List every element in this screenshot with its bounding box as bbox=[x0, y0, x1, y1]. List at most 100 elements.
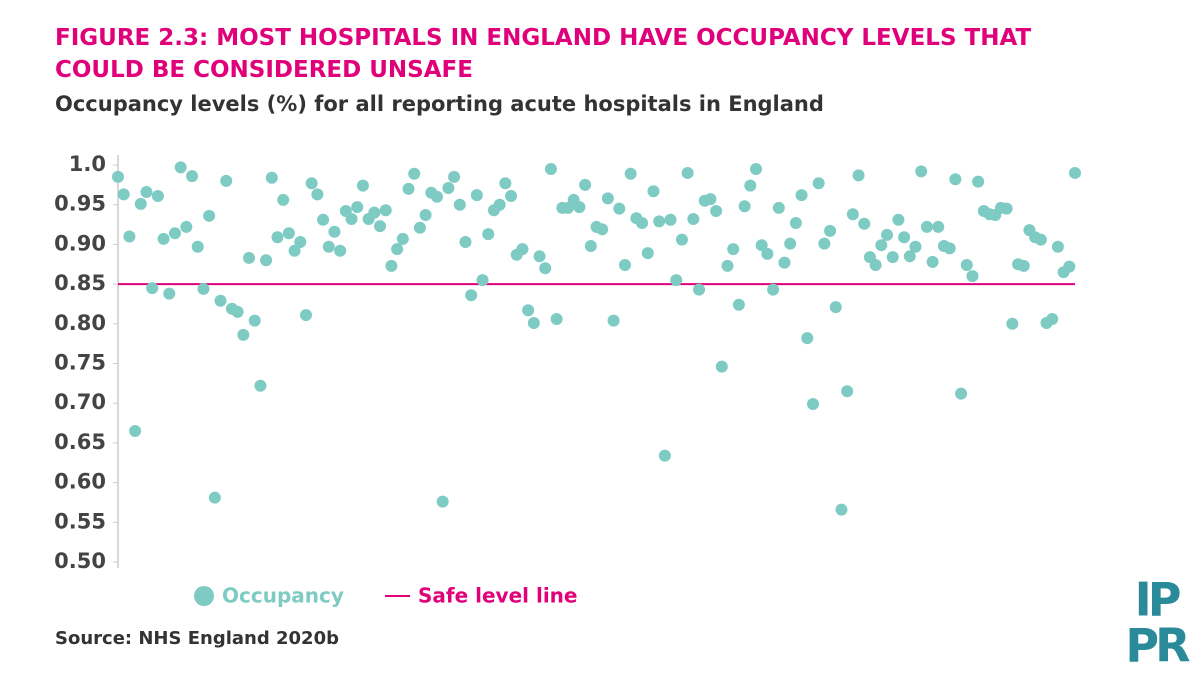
data-point bbox=[527, 317, 540, 330]
data-point bbox=[550, 313, 563, 326]
data-point bbox=[675, 233, 688, 246]
logo: IP bbox=[1135, 573, 1180, 627]
data-point bbox=[806, 397, 819, 410]
data-point bbox=[704, 193, 717, 206]
data-point bbox=[197, 282, 210, 295]
data-point bbox=[151, 189, 164, 202]
data-point bbox=[157, 232, 170, 245]
data-point bbox=[710, 205, 723, 218]
data-point bbox=[949, 173, 962, 186]
data-point bbox=[134, 197, 147, 210]
data-point bbox=[664, 213, 677, 226]
data-point bbox=[858, 217, 871, 230]
data-point bbox=[117, 188, 130, 201]
data-point bbox=[476, 274, 489, 287]
data-point bbox=[658, 449, 671, 462]
data-point bbox=[869, 259, 882, 272]
data-point bbox=[596, 223, 609, 236]
data-point bbox=[254, 379, 267, 392]
data-point bbox=[1000, 202, 1013, 215]
data-point bbox=[203, 209, 216, 222]
data-point bbox=[379, 204, 392, 217]
data-point bbox=[755, 239, 768, 252]
source-note: Source: NHS England 2020b bbox=[55, 628, 339, 649]
data-point bbox=[265, 171, 278, 184]
data-point bbox=[801, 332, 814, 345]
data-point bbox=[220, 174, 233, 187]
data-point bbox=[875, 239, 888, 252]
data-point bbox=[573, 201, 586, 214]
data-point bbox=[448, 170, 461, 183]
y-tick-label: 0.65 bbox=[54, 430, 106, 454]
data-point bbox=[539, 262, 552, 275]
data-point bbox=[288, 244, 301, 257]
data-point bbox=[533, 250, 546, 263]
data-point bbox=[920, 220, 933, 233]
data-point bbox=[311, 188, 324, 201]
data-point bbox=[277, 193, 290, 206]
data-point bbox=[636, 216, 649, 229]
data-point bbox=[721, 259, 734, 272]
data-point bbox=[613, 202, 626, 215]
chart-title: FIGURE 2.3: MOST HOSPITALS IN ENGLAND HA… bbox=[55, 25, 1032, 83]
data-point bbox=[972, 175, 985, 188]
data-point bbox=[453, 198, 466, 211]
data-point bbox=[208, 491, 221, 504]
data-point bbox=[299, 309, 312, 322]
data-point bbox=[898, 231, 911, 244]
data-point bbox=[903, 250, 916, 263]
data-point bbox=[750, 162, 762, 175]
data-point bbox=[465, 289, 478, 302]
data-point bbox=[607, 314, 620, 327]
data-point bbox=[670, 274, 683, 287]
data-point bbox=[408, 167, 421, 180]
data-point bbox=[812, 177, 825, 190]
data-point bbox=[356, 179, 369, 192]
data-point bbox=[932, 220, 945, 233]
data-point bbox=[174, 161, 187, 174]
data-point bbox=[1051, 240, 1064, 253]
data-point bbox=[180, 220, 193, 233]
data-point bbox=[824, 224, 837, 237]
data-point bbox=[818, 237, 831, 250]
data-point bbox=[618, 259, 631, 272]
data-point bbox=[778, 256, 791, 269]
y-tick-label: 0.75 bbox=[54, 351, 106, 375]
data-point bbox=[1046, 313, 1059, 326]
data-point bbox=[761, 247, 774, 260]
y-tick-label: 0.95 bbox=[54, 192, 106, 216]
data-point bbox=[835, 503, 848, 516]
data-point bbox=[248, 314, 261, 327]
data-point bbox=[322, 240, 335, 253]
data-point bbox=[431, 190, 443, 203]
data-point bbox=[493, 198, 506, 211]
data-point bbox=[601, 192, 614, 205]
data-point bbox=[693, 283, 706, 296]
data-point bbox=[368, 206, 381, 219]
data-point bbox=[892, 213, 905, 226]
data-point bbox=[374, 220, 387, 233]
data-point bbox=[123, 230, 136, 243]
data-point bbox=[653, 215, 666, 228]
data-point bbox=[328, 225, 341, 238]
data-point bbox=[482, 228, 495, 241]
data-point bbox=[584, 239, 597, 252]
data-point bbox=[237, 328, 250, 341]
logo: PR bbox=[1125, 619, 1190, 673]
data-point bbox=[647, 185, 660, 198]
y-tick-label: 0.50 bbox=[54, 549, 106, 573]
data-point bbox=[413, 221, 426, 234]
data-point bbox=[436, 495, 449, 508]
data-point bbox=[271, 231, 284, 244]
data-point bbox=[345, 212, 358, 225]
data-point bbox=[641, 247, 654, 260]
data-point bbox=[499, 177, 512, 190]
data-point bbox=[732, 298, 745, 311]
data-point bbox=[1017, 259, 1030, 272]
data-point bbox=[544, 162, 557, 175]
data-point bbox=[1063, 260, 1076, 273]
data-point bbox=[191, 240, 204, 253]
data-point bbox=[282, 227, 295, 240]
